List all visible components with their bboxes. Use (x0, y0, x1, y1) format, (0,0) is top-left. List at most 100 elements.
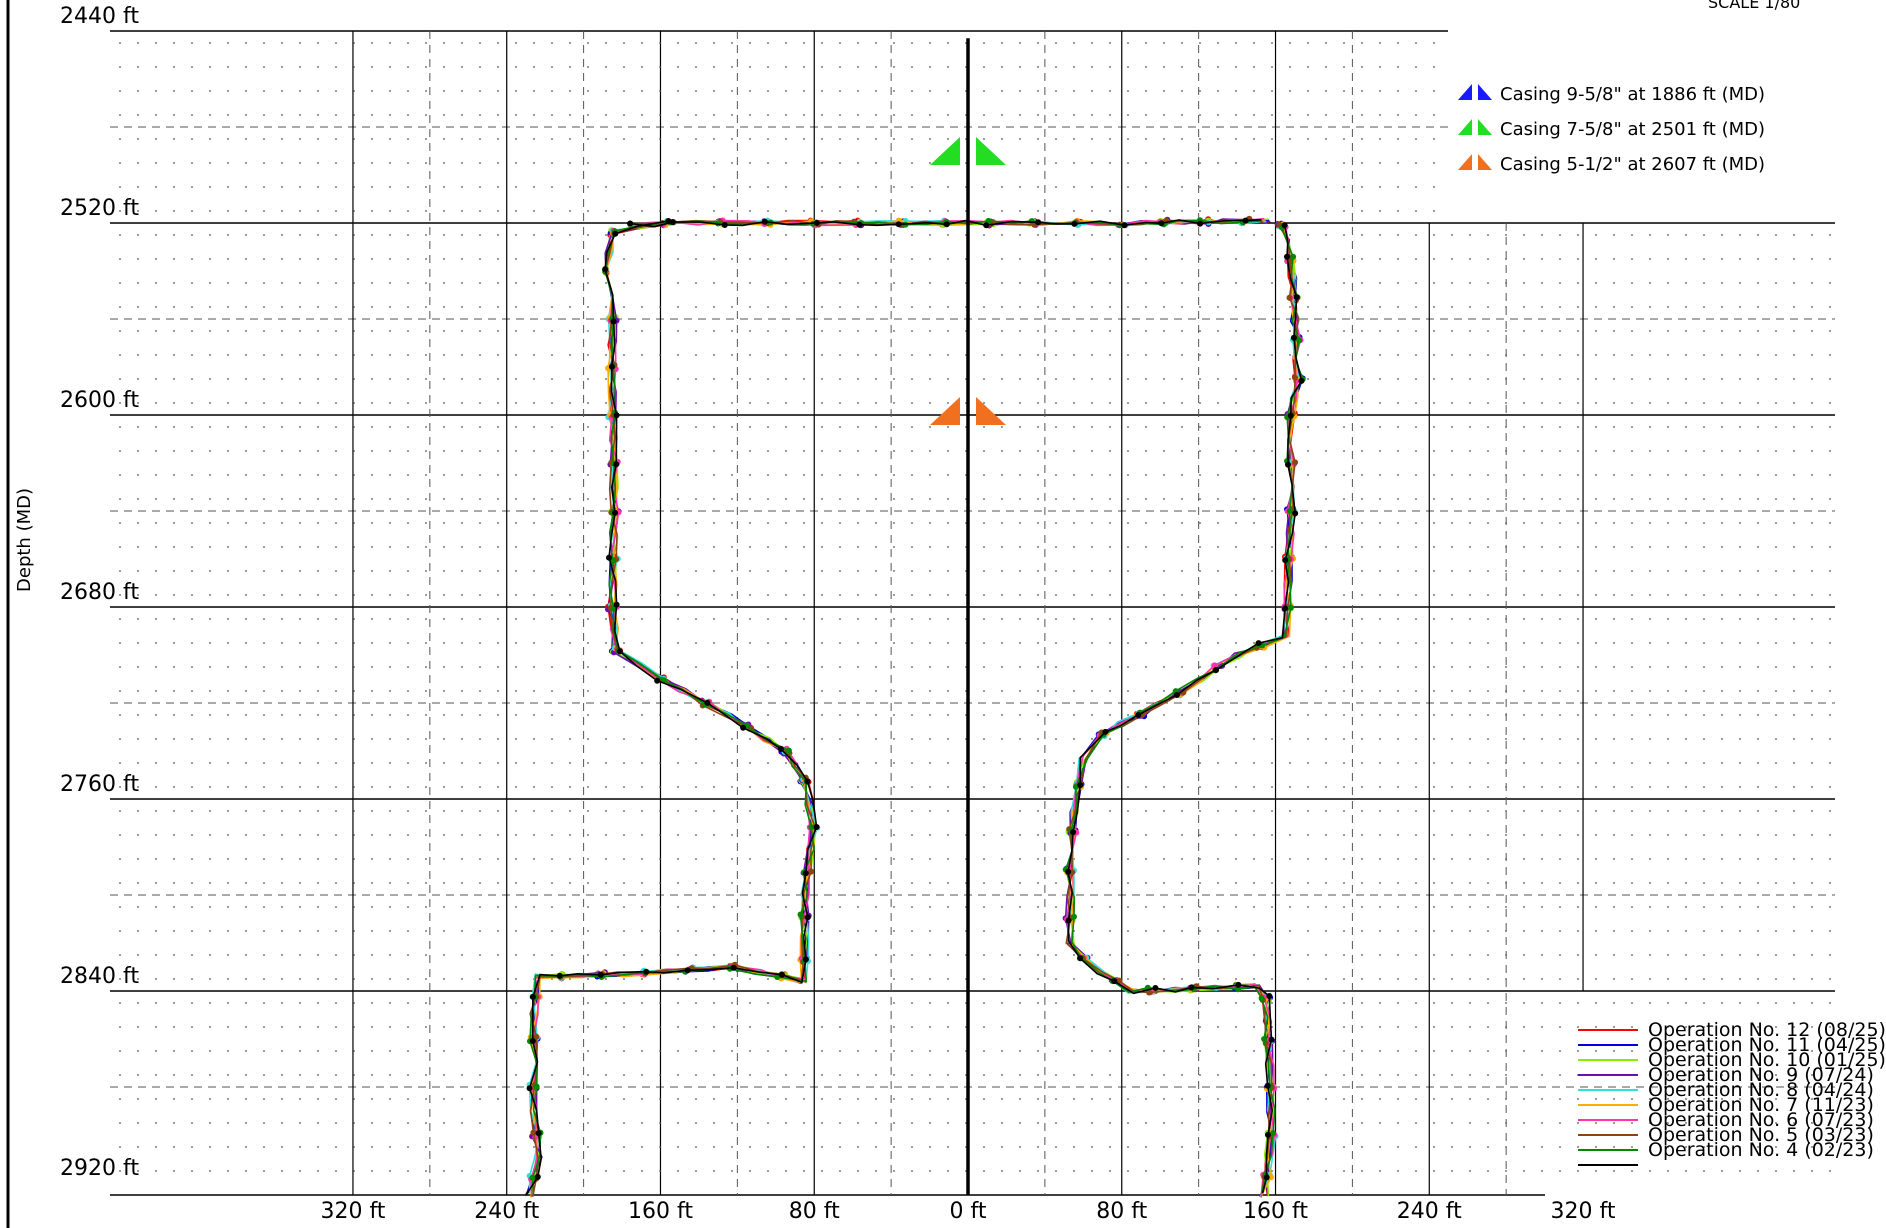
grid-dot (1001, 378, 1003, 380)
grid-dot (1541, 1026, 1543, 1028)
grid-dot (497, 450, 499, 452)
grid-dot (299, 1050, 301, 1052)
grid-dot (119, 234, 121, 236)
grid-dot (803, 762, 805, 764)
grid-dot (911, 570, 913, 572)
grid-dot (1343, 1074, 1345, 1076)
grid-dot (1199, 594, 1201, 596)
grid-dot (479, 858, 481, 860)
grid-dot (1577, 1050, 1579, 1052)
grid-dot (335, 498, 337, 500)
grid-dot (587, 882, 589, 884)
grid-dot (1757, 738, 1759, 740)
grid-dot (281, 1002, 283, 1004)
grid-dot (1397, 1074, 1399, 1076)
grid-dot (1469, 234, 1471, 236)
grid-dot (1469, 378, 1471, 380)
grid-dot (1433, 954, 1435, 956)
grid-dot (569, 282, 571, 284)
grid-dot (407, 762, 409, 764)
grid-dot (947, 426, 949, 428)
grid-dot (839, 666, 841, 668)
grid-dot (1631, 474, 1633, 476)
grid-dot (1541, 810, 1543, 812)
grid-dot (1109, 810, 1111, 812)
grid-dot (1055, 810, 1057, 812)
grid-dot (875, 906, 877, 908)
grid-dot (605, 858, 607, 860)
grid-dot (155, 546, 157, 548)
grid-dot (569, 618, 571, 620)
grid-dot (1037, 378, 1039, 380)
grid-dot (893, 378, 895, 380)
grid-dot (839, 618, 841, 620)
grid-dot (353, 402, 355, 404)
grid-dot (551, 930, 553, 932)
grid-dot (1091, 162, 1093, 164)
grid-dot (605, 1026, 607, 1028)
grid-dot (1073, 522, 1075, 524)
grid-dot (929, 978, 931, 980)
grid-dot (443, 90, 445, 92)
grid-dot (1397, 258, 1399, 260)
grid-dot (803, 714, 805, 716)
grid-dot (713, 954, 715, 956)
grid-dot (1649, 1074, 1651, 1076)
grid-dot (893, 522, 895, 524)
grid-dot (983, 474, 985, 476)
grid-dot (605, 642, 607, 644)
grid-dot (389, 162, 391, 164)
grid-dot (1307, 210, 1309, 212)
grid-dot (1145, 930, 1147, 932)
grid-dot (1451, 1050, 1453, 1052)
grid-dot (1469, 258, 1471, 260)
grid-dot (821, 426, 823, 428)
grid-dot (353, 1146, 355, 1148)
grid-dot (425, 1002, 427, 1004)
grid-dot (1037, 570, 1039, 572)
grid-dot (605, 930, 607, 932)
grid-dot (1325, 1074, 1327, 1076)
grid-dot (983, 354, 985, 356)
grid-dot (1199, 882, 1201, 884)
grid-dot (1613, 594, 1615, 596)
grid-dot (1559, 330, 1561, 332)
grid-dot (1361, 522, 1363, 524)
grid-dot (1307, 1146, 1309, 1148)
grid-dot (407, 162, 409, 164)
grid-dot (353, 474, 355, 476)
grid-dot (1505, 570, 1507, 572)
grid-dot (1577, 282, 1579, 284)
grid-dot (407, 1074, 409, 1076)
grid-dot (1199, 834, 1201, 836)
grid-dot (731, 402, 733, 404)
grid-dot (929, 546, 931, 548)
grid-dot (173, 594, 175, 596)
grid-dot (1181, 834, 1183, 836)
grid-dot (1181, 546, 1183, 548)
grid-dot (713, 402, 715, 404)
grid-dot (1685, 570, 1687, 572)
grid-dot (1451, 354, 1453, 356)
grid-dot (299, 858, 301, 860)
grid-dot (893, 330, 895, 332)
grid-dot (623, 354, 625, 356)
grid-dot (839, 1098, 841, 1100)
grid-dot (281, 546, 283, 548)
grid-dot (137, 810, 139, 812)
grid-dot (227, 426, 229, 428)
grid-dot (1379, 186, 1381, 188)
grid-dot (1415, 498, 1417, 500)
grid-dot (1361, 330, 1363, 332)
grid-dot (677, 306, 679, 308)
grid-dot (659, 882, 661, 884)
grid-dot (1289, 114, 1291, 116)
grid-dot (551, 306, 553, 308)
grid-dot (677, 1122, 679, 1124)
grid-dot (1379, 906, 1381, 908)
grid-dot (461, 1170, 463, 1172)
grid-dot (749, 786, 751, 788)
grid-dot (1343, 858, 1345, 860)
grid-dot (605, 690, 607, 692)
grid-dot (443, 378, 445, 380)
